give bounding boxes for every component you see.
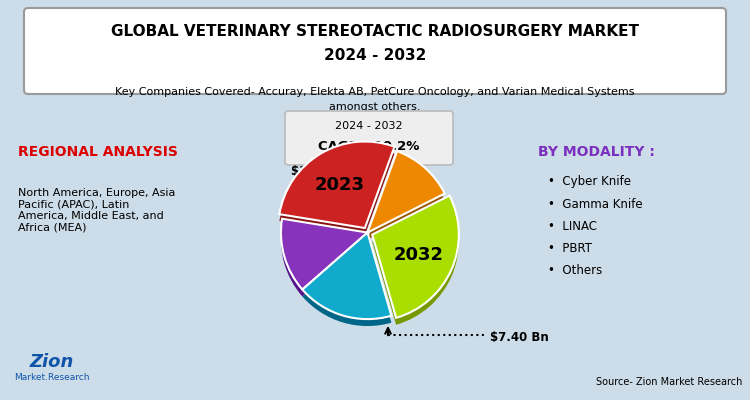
FancyBboxPatch shape: [285, 111, 453, 165]
Text: GLOBAL VETERINARY STEREOTACTIC RADIOSURGERY MARKET: GLOBAL VETERINARY STEREOTACTIC RADIOSURG…: [111, 24, 639, 40]
Text: $3.09 Bn: $3.09 Bn: [291, 166, 350, 178]
Text: •  Cyber Knife: • Cyber Knife: [548, 176, 631, 188]
Wedge shape: [372, 202, 459, 325]
Text: •  PBRT: • PBRT: [548, 242, 592, 254]
Text: Source- Zion Market Research: Source- Zion Market Research: [596, 377, 742, 387]
Wedge shape: [302, 232, 392, 319]
Text: •  LINAC: • LINAC: [548, 220, 597, 232]
Wedge shape: [372, 196, 459, 318]
Text: •  Others: • Others: [548, 264, 602, 276]
Wedge shape: [368, 151, 445, 232]
Text: $7.40 Bn: $7.40 Bn: [490, 332, 549, 344]
Text: North America, Europe, Asia
Pacific (APAC), Latin
America, Middle East, and
Afri: North America, Europe, Asia Pacific (APA…: [18, 188, 176, 232]
Text: Zion: Zion: [30, 353, 74, 371]
Text: BY MODALITY :: BY MODALITY :: [538, 145, 655, 159]
Text: amongst others.: amongst others.: [329, 102, 421, 112]
Wedge shape: [281, 219, 368, 290]
Text: 2024 - 2032: 2024 - 2032: [335, 121, 403, 131]
Text: REGIONAL ANALYSIS: REGIONAL ANALYSIS: [18, 145, 178, 159]
Wedge shape: [302, 240, 392, 326]
Wedge shape: [280, 148, 394, 235]
Text: •  Gamma Knife: • Gamma Knife: [548, 198, 643, 210]
Text: Market.Research: Market.Research: [14, 374, 90, 382]
FancyBboxPatch shape: [24, 8, 726, 94]
Text: CAGR : 10.2%: CAGR : 10.2%: [318, 140, 420, 152]
Wedge shape: [281, 226, 368, 296]
Wedge shape: [280, 142, 394, 228]
Wedge shape: [368, 158, 445, 240]
Text: 2024 - 2032: 2024 - 2032: [324, 48, 426, 62]
Text: 2023: 2023: [314, 176, 364, 194]
Text: Key Companies Covered- Accuray, Elekta AB, PetCure Oncology, and Varian Medical : Key Companies Covered- Accuray, Elekta A…: [116, 87, 634, 97]
Text: 2032: 2032: [393, 246, 443, 264]
